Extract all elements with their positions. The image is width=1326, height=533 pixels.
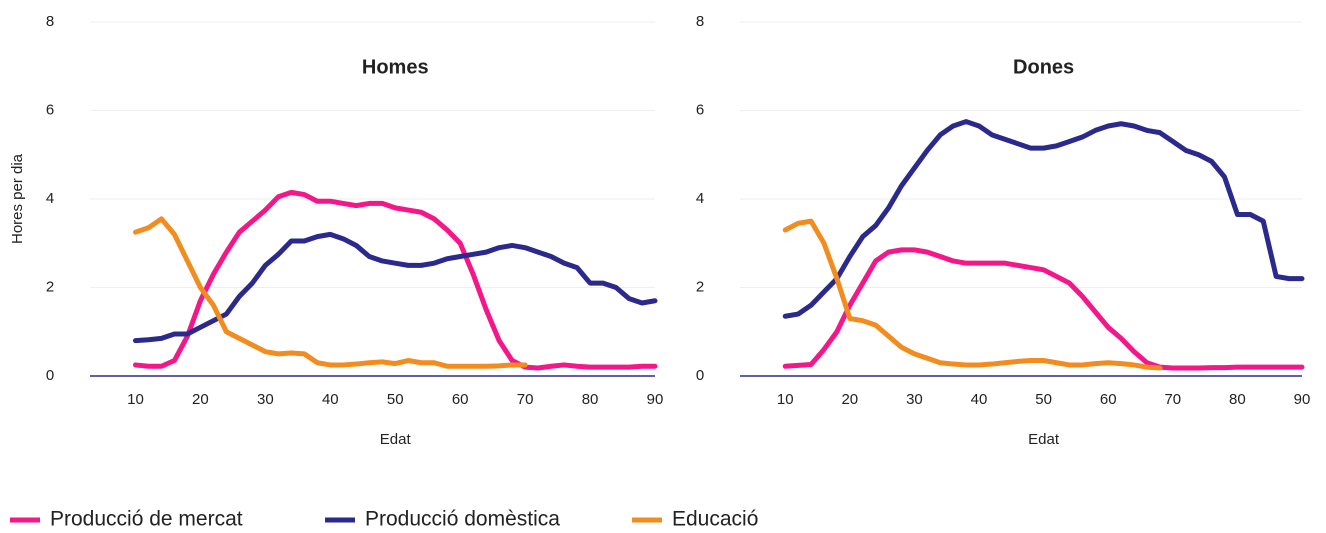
y-tick-label: 0 [696,367,704,384]
x-tick-label: 30 [906,391,923,408]
series-line [782,119,1305,319]
x-tick-label: 90 [647,391,664,408]
x-tick-label: 60 [1100,391,1117,408]
y-tick-label: 8 [46,13,54,30]
y-tick-label: 6 [696,101,704,118]
x-tick-label: 40 [971,391,988,408]
x-tick-label: 70 [517,391,534,408]
x-tick-label: 50 [1035,391,1052,408]
legend-label: Producció domèstica [365,508,560,531]
chart-title: Homes [362,56,429,78]
y-tick-label: 4 [696,190,704,207]
chart-title: Dones [1013,56,1074,78]
x-axis-label: Edat [1028,431,1060,448]
x-tick-label: 10 [127,391,144,408]
y-tick-label: 4 [46,190,54,207]
y-tick-label: 0 [46,367,54,384]
legend-label: Producció de mercat [50,508,243,531]
x-tick-label: 80 [582,391,599,408]
x-tick-label: 20 [841,391,858,408]
x-tick-label: 60 [452,391,469,408]
y-tick-label: 2 [696,278,704,295]
series-line [782,247,1305,371]
x-tick-label: 50 [387,391,404,408]
legend-label: Educació [672,508,758,531]
x-tick-label: 10 [777,391,794,408]
x-tick-label: 70 [1164,391,1181,408]
series-line [132,216,528,369]
x-tick-label: 90 [1294,391,1311,408]
x-axis-label: Edat [380,431,412,448]
series-line [782,218,1163,371]
series-line [132,189,658,371]
y-axis-label: Hores per dia [9,153,26,244]
y-tick-label: 8 [696,13,704,30]
x-tick-label: 80 [1229,391,1246,408]
x-tick-label: 20 [192,391,209,408]
y-tick-label: 6 [46,101,54,118]
y-tick-label: 2 [46,278,54,295]
x-tick-label: 30 [257,391,274,408]
x-tick-label: 40 [322,391,339,408]
series-line [132,231,658,344]
